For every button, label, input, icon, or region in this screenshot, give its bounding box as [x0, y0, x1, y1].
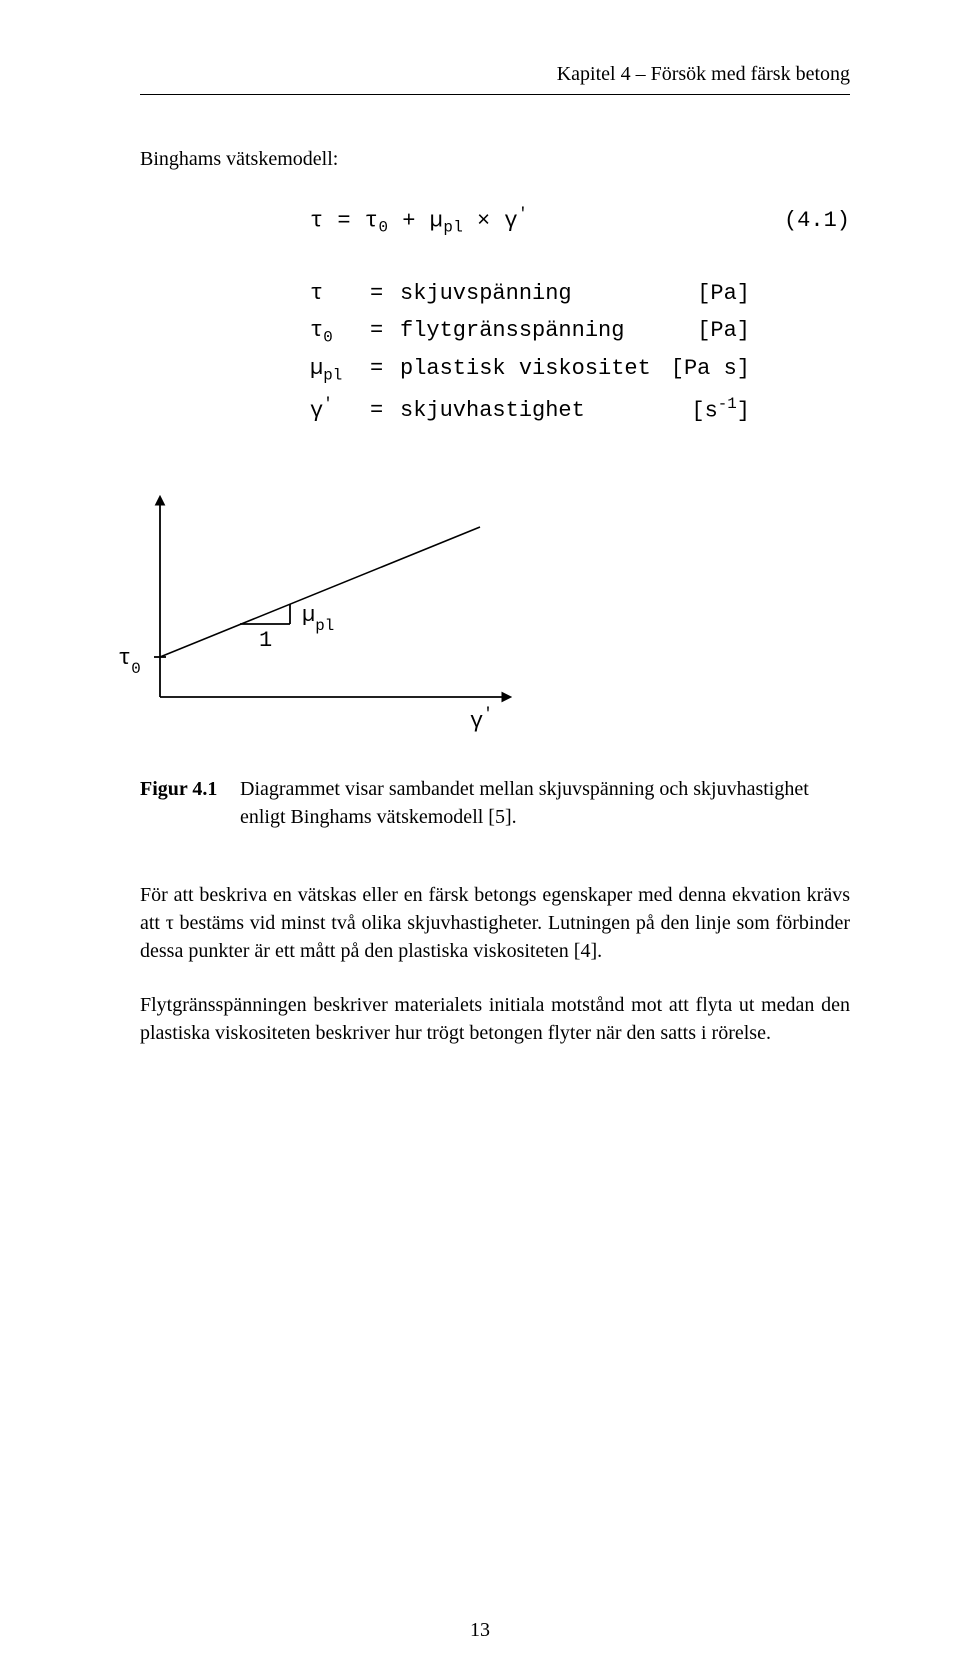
body-paragraph: För att beskriva en vätskas eller en fär… — [140, 881, 850, 965]
section-title: Binghams vätskemodell: — [140, 145, 850, 173]
figure-caption-text: Diagrammet visar sambandet mellan skjuvs… — [240, 775, 850, 831]
svg-text:1: 1 — [259, 628, 272, 653]
figure-caption: Figur 4.1 Diagrammet visar sambandet mel… — [140, 775, 850, 831]
definition-row: τ0 = flytgränsspänning [Pa] — [310, 316, 850, 349]
figure-caption-label: Figur 4.1 — [140, 775, 240, 831]
definition-description: skjuvspänning — [400, 279, 660, 310]
definition-symbol: τ0 — [310, 316, 370, 349]
definition-description: plastisk viskositet — [400, 354, 660, 385]
page-header: Kapitel 4 – Försök med färsk betong — [140, 60, 850, 95]
definition-unit: [s-1] — [660, 393, 750, 427]
definition-description: flytgränsspänning — [400, 316, 660, 347]
svg-text:µpl: µpl — [302, 603, 334, 635]
definition-row: µpl = plastisk viskositet [Pa s] — [310, 354, 850, 387]
definition-equals: = — [370, 316, 400, 347]
definition-row: τ = skjuvspänning [Pa] — [310, 279, 850, 310]
svg-text:τ0: τ0 — [118, 646, 141, 678]
equation-number: (4.1) — [770, 206, 850, 237]
definitions-table: τ = skjuvspänning [Pa] τ0 = flytgränsspä… — [310, 279, 850, 427]
definition-equals: = — [370, 279, 400, 310]
figure-svg: τ0 1 µpl γ' — [110, 487, 530, 737]
page-number: 13 — [0, 1616, 960, 1644]
svg-text:γ': γ' — [470, 705, 493, 734]
header-text: Kapitel 4 – Försök med färsk betong — [557, 63, 850, 85]
definition-unit: [Pa] — [660, 316, 750, 347]
definition-row: γ' = skjuvhastighet [s-1] — [310, 393, 850, 427]
definition-unit: [Pa s] — [660, 354, 750, 385]
equation-block: τ = τ0 + µpl × γ' (4.1) — [140, 203, 850, 239]
definition-symbol: µpl — [310, 354, 370, 387]
definition-symbol: τ — [310, 279, 370, 310]
definition-unit: [Pa] — [660, 279, 750, 310]
equation-expression: τ = τ0 + µpl × γ' — [310, 203, 770, 239]
definition-description: skjuvhastighet — [400, 396, 660, 427]
body-paragraph: Flytgränsspänningen beskriver materialet… — [140, 991, 850, 1047]
definition-equals: = — [370, 354, 400, 385]
figure-bingham-chart: τ0 1 µpl γ' — [110, 487, 850, 745]
definition-equals: = — [370, 396, 400, 427]
definition-symbol: γ' — [310, 393, 370, 427]
